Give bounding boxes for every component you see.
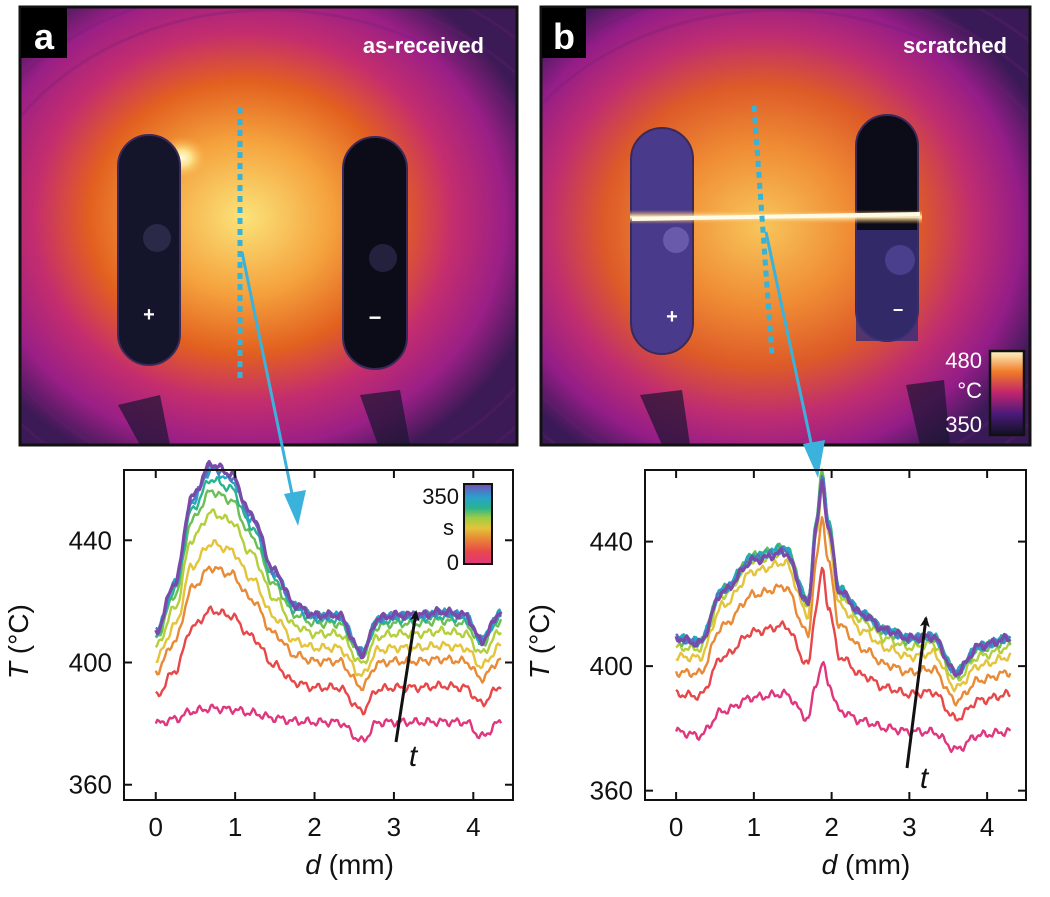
frame-a bbox=[18, 5, 519, 447]
x-axis-label-var-a: d bbox=[305, 849, 322, 880]
series-line-b-t4 bbox=[675, 485, 1012, 693]
shadow-left-b bbox=[640, 390, 690, 445]
series-line-b-t8 bbox=[675, 477, 1012, 674]
thermal-image-b: + − bbox=[541, 7, 1030, 445]
pad-right-b bbox=[885, 245, 915, 275]
thermal-field-a bbox=[20, 7, 517, 445]
x-tick-label-a-2: 2 bbox=[307, 812, 321, 842]
y-axis-label-var-b: T bbox=[524, 660, 555, 679]
x-axis-label-a: d (mm) bbox=[305, 849, 394, 880]
series-line-a-t1 bbox=[154, 703, 503, 743]
time-colorbar-min: 0 bbox=[447, 550, 459, 575]
y-tick-label-b-2: 440 bbox=[590, 527, 633, 557]
time-colorbar-unit: s bbox=[443, 515, 454, 540]
x-axis-label-unit-b: (mm) bbox=[837, 849, 910, 880]
thermal-colorbar-min: 350 bbox=[945, 412, 982, 437]
y-tick-label-b-1: 400 bbox=[590, 651, 633, 681]
y-axis-label-b: T (°C) bbox=[524, 604, 555, 679]
y-axis-label-var-a: T bbox=[3, 660, 34, 679]
series-line-a-t6 bbox=[154, 489, 503, 658]
minus-label-b: − bbox=[893, 300, 904, 320]
probe-arrow-a-head bbox=[284, 490, 306, 526]
pad-right-a bbox=[369, 244, 397, 272]
scratch-line-b bbox=[631, 212, 921, 221]
series-line-a-t3 bbox=[154, 565, 502, 692]
y-tick-label-a-1: 400 bbox=[69, 648, 112, 678]
x-tick-label-b-1: 1 bbox=[747, 812, 761, 842]
time-arrow-label-a: t bbox=[409, 740, 419, 773]
shadow-right-a bbox=[360, 390, 410, 445]
electrode-minus-b-lower bbox=[856, 230, 918, 341]
electrode-plus-a bbox=[117, 134, 181, 366]
x-tick-label-a-1: 1 bbox=[228, 812, 242, 842]
panel-letter-a: a bbox=[34, 16, 55, 57]
series-line-b-t3 bbox=[674, 516, 1012, 707]
series-line-a-t5 bbox=[154, 508, 502, 665]
pad-left-b bbox=[663, 227, 689, 253]
interference-rings-b bbox=[541, 7, 1030, 445]
thermal-image-a: + − bbox=[20, 7, 517, 445]
plus-label-b: + bbox=[666, 306, 678, 328]
time-colorbar: 350 s 0 bbox=[422, 483, 493, 575]
time-colorbar-max: 350 bbox=[422, 484, 459, 509]
x-tick-label-b-3: 3 bbox=[902, 812, 916, 842]
x-axis-label-unit-a: (mm) bbox=[321, 849, 394, 880]
time-arrow-a bbox=[394, 610, 420, 743]
minus-label-a: − bbox=[369, 305, 382, 330]
x-tick-label-b-4: 4 bbox=[980, 812, 994, 842]
frame-b bbox=[539, 5, 1032, 447]
panel-title-a: as-received bbox=[363, 33, 484, 58]
x-tick-label-a-0: 0 bbox=[149, 812, 163, 842]
thermal-colorbar-max: 480 bbox=[945, 348, 982, 373]
y-axis-label-unit-a: (°C) bbox=[3, 604, 34, 662]
series-line-a-t10 bbox=[154, 460, 503, 660]
thermal-field-b bbox=[541, 7, 1030, 445]
plus-label-a: + bbox=[143, 304, 155, 326]
series-line-b-t5 bbox=[675, 469, 1012, 682]
series-line-a-t4 bbox=[155, 539, 502, 678]
x-tick-label-b-0: 0 bbox=[669, 812, 683, 842]
plot-frame-a bbox=[123, 469, 514, 801]
y-axis-label-unit-b: (°C) bbox=[524, 604, 555, 662]
temperature-plot-a: 0 1 2 3 4 360 400 440 d (mm) T (°C) bbox=[3, 460, 514, 880]
x-axis-label-var-b: d bbox=[822, 849, 839, 880]
x-tick-label-a-3: 3 bbox=[387, 812, 401, 842]
x-tick-label-a-4: 4 bbox=[466, 812, 480, 842]
thermal-colorbar-bar bbox=[988, 349, 1026, 437]
y-tick-label-a-0: 360 bbox=[69, 770, 112, 800]
probe-arrow-b-line bbox=[764, 231, 818, 467]
temperature-plot-b: 0 1 2 3 4 360 400 440 d (mm) T (°C) bbox=[524, 468, 1027, 880]
probe-arrow-b-head bbox=[803, 440, 825, 478]
thermal-colorbar-unit: °C bbox=[957, 378, 982, 403]
probe-arrow-a-line bbox=[240, 251, 299, 519]
letter-box-a bbox=[21, 8, 67, 58]
x-tick-label-b-2: 2 bbox=[824, 812, 838, 842]
letter-box-b bbox=[542, 8, 586, 58]
y-tick-label-b-0: 360 bbox=[590, 776, 633, 806]
shadow-right-b bbox=[906, 380, 950, 445]
y-axis-label-a: T (°C) bbox=[3, 604, 34, 679]
time-colorbar-bar bbox=[463, 483, 493, 565]
time-arrow-b bbox=[905, 616, 930, 769]
series-line-b-t7 bbox=[675, 476, 1011, 676]
x-axis-label-b: d (mm) bbox=[822, 849, 911, 880]
series-line-b-t10 bbox=[674, 479, 1012, 678]
series-line-b-t9 bbox=[675, 475, 1011, 675]
series-line-b-t6 bbox=[675, 468, 1012, 679]
interference-rings-a bbox=[20, 7, 517, 445]
thermal-colorbar: 480 °C 350 bbox=[945, 348, 1026, 437]
panel-letter-b: b bbox=[553, 16, 575, 57]
panel-title-b: scratched bbox=[903, 33, 1007, 58]
plot-frame-b bbox=[644, 469, 1027, 801]
series-line-b-t1 bbox=[674, 661, 1012, 754]
y-tick-label-a-2: 440 bbox=[69, 525, 112, 555]
series-line-a-t2 bbox=[155, 605, 502, 716]
probe-line-b bbox=[751, 105, 775, 357]
electrode-plus-b bbox=[630, 127, 694, 355]
pad-left-a bbox=[143, 224, 171, 252]
time-arrow-label-b: t bbox=[920, 762, 930, 795]
shadow-left-a bbox=[118, 395, 170, 445]
series-line-b-t2 bbox=[675, 566, 1011, 722]
